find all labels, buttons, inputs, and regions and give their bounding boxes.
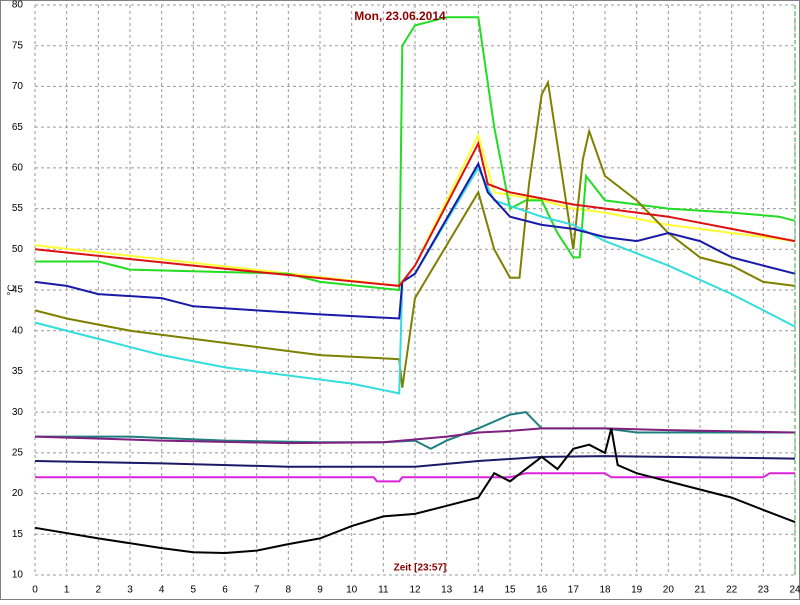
x-tick-label: 21 [694, 585, 706, 596]
x-tick-label: 13 [441, 585, 453, 596]
y-tick-label: 20 [12, 488, 24, 499]
y-tick-label: 70 [12, 81, 24, 92]
y-tick-label: 10 [12, 570, 24, 581]
x-tick-label: 3 [127, 585, 133, 596]
x-tick-label: 24 [789, 585, 800, 596]
x-tick-label: 7 [254, 585, 260, 596]
x-tick-label: 10 [346, 585, 358, 596]
x-tick-label: 0 [32, 585, 38, 596]
y-tick-label: 55 [12, 203, 24, 214]
x-tick-label: 12 [409, 585, 421, 596]
y-tick-label: 80 [12, 0, 24, 11]
x-tick-label: 17 [568, 585, 580, 596]
y-tick-label: 40 [12, 325, 24, 336]
x-tick-label: 11 [378, 585, 389, 596]
x-tick-label: 6 [222, 585, 228, 596]
x-tick-label: 2 [96, 585, 102, 596]
x-axis-label: Zeit [23:57] [394, 563, 447, 574]
series-line [34, 79, 796, 388]
x-tick-label: 1 [64, 585, 70, 596]
y-tick-label: 60 [12, 162, 24, 173]
x-tick-label: 9 [317, 585, 323, 596]
y-axis-label: °C [7, 284, 18, 295]
x-tick-label: 8 [286, 585, 292, 596]
y-tick-label: 75 [12, 40, 24, 51]
x-tick-label: 23 [758, 585, 770, 596]
x-tick-label: 14 [473, 585, 485, 596]
y-tick-label: 30 [12, 407, 24, 418]
x-tick-label: 18 [599, 585, 611, 596]
y-tick-label: 25 [12, 447, 24, 458]
series-line [34, 427, 796, 445]
x-tick-label: 22 [726, 585, 738, 596]
x-tick-label: 20 [663, 585, 675, 596]
series-line [34, 428, 796, 555]
series-line [34, 455, 796, 468]
series-line [34, 161, 796, 320]
chart-title: Mon, 23.06.2014 [354, 9, 446, 23]
x-tick-label: 19 [631, 585, 643, 596]
y-tick-label: 45 [12, 285, 24, 296]
x-tick-label: 5 [191, 585, 197, 596]
x-tick-label: 4 [159, 585, 165, 596]
series-line [35, 16, 796, 292]
y-tick-label: 35 [12, 366, 24, 377]
x-tick-label: 15 [504, 585, 516, 596]
x-tick-label: 16 [536, 585, 548, 596]
y-tick-label: 65 [12, 122, 24, 133]
series-line [34, 140, 796, 287]
y-tick-label: 15 [12, 529, 24, 540]
y-tick-label: 50 [12, 244, 24, 255]
